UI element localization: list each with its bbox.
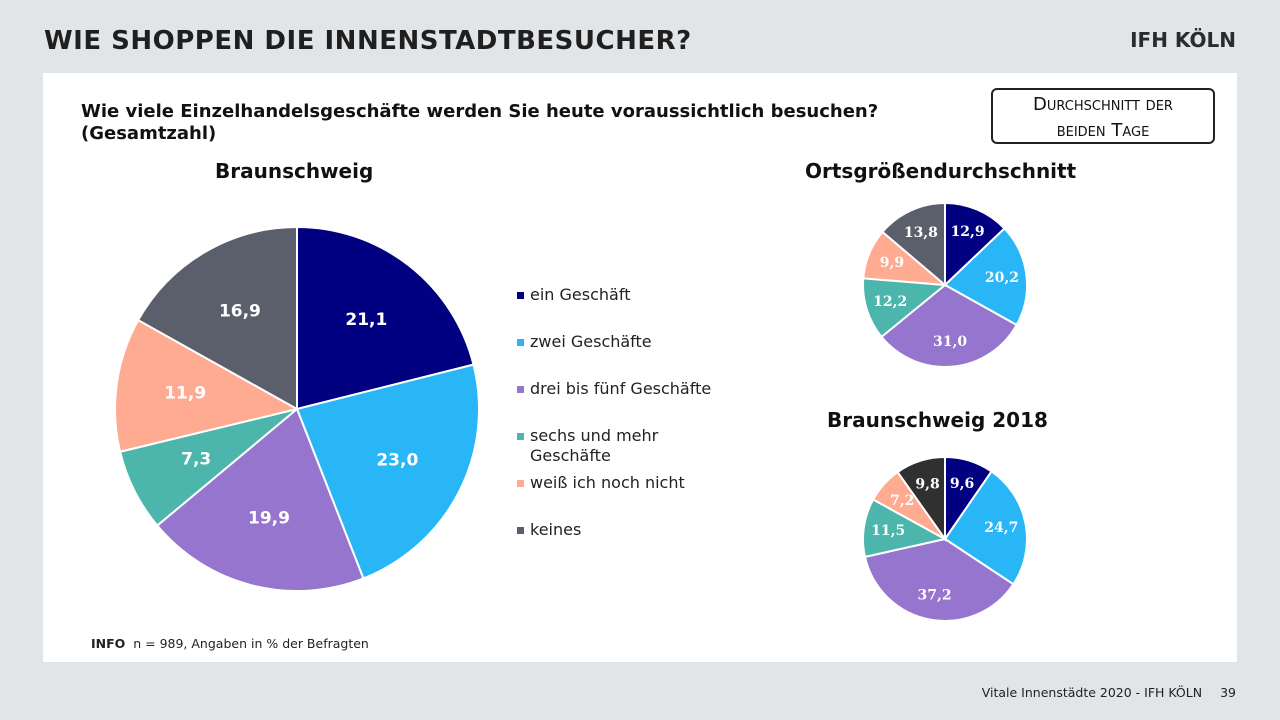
pie-slice-braunschweig — [136, 225, 298, 411]
pie-data-label-ortsgroesse: 20,2 — [985, 270, 1019, 286]
legend-label: drei bis fünf Geschäfte — [530, 379, 712, 398]
legend-label: sechs und mehr Geschäfte — [530, 426, 659, 465]
legend-swatch — [517, 480, 524, 487]
average-box-line1: Durchschnitt der — [1033, 94, 1173, 115]
chart-title-braunschweig-2018: Braunschweig 2018 — [827, 408, 1048, 432]
info-text: n = 989, Angaben in % der Befragten — [133, 636, 369, 651]
pie-slice-braunschweig-2018 — [943, 470, 1028, 586]
pie-data-label-braunschweig: 21,1 — [345, 310, 387, 330]
page-number: 39 — [1220, 685, 1236, 700]
pie-data-label-braunschweig: 23,0 — [376, 451, 418, 471]
pie-data-label-ortsgroesse: 13,8 — [904, 225, 938, 241]
pie-slice-ortsgroesse — [944, 201, 1006, 288]
legend-swatch — [517, 386, 524, 393]
footer-source: Vitale Innenstädte 2020 - IFH KÖLN — [981, 685, 1203, 700]
average-box-line2: beiden Tage — [1056, 120, 1150, 141]
survey-question: Wie viele Einzelhandelsgeschäfte werden … — [81, 101, 879, 144]
info-label: INFO — [91, 636, 126, 651]
slide-title: WIE SHOPPEN DIE INNENSTADTBESUCHER? — [44, 26, 692, 56]
pie-data-label-ortsgroesse: 31,0 — [933, 334, 967, 350]
pie-slice-braunschweig — [155, 407, 365, 592]
chart-title-ortsgroesse: Ortsgrößendurchschnitt — [805, 159, 1077, 183]
info-note: INFO n = 989, Angaben in % der Befragten — [91, 636, 369, 651]
legend-swatch — [517, 433, 524, 440]
pie-data-label-braunschweig-2018: 37,2 — [918, 587, 952, 603]
chart-title-braunschweig: Braunschweig — [215, 159, 374, 183]
pie-slice-braunschweig-2018 — [863, 537, 1015, 622]
pie-data-label-braunschweig-2018: 11,5 — [871, 523, 905, 539]
legend-label: zwei Geschäfte — [530, 332, 652, 351]
pie-data-label-braunschweig-2018: 9,6 — [950, 476, 974, 492]
pie-slice-ortsgroesse — [881, 201, 946, 288]
legend-label: ein Geschäft — [530, 285, 631, 304]
pie-slice-ortsgroesse — [862, 277, 948, 339]
pie-data-label-braunschweig-2018: 9,8 — [915, 476, 939, 492]
pie-slice-braunschweig — [296, 225, 475, 411]
legend-label: weiß ich noch nicht — [530, 473, 685, 492]
pie-data-label-braunschweig: 11,9 — [164, 384, 206, 404]
legend-swatch — [517, 339, 524, 346]
pie-data-label-ortsgroesse: 12,2 — [873, 294, 907, 310]
legend-swatch — [517, 292, 524, 299]
footer: Vitale Innenstädte 2020 - IFH KÖLN 39 — [982, 685, 1236, 700]
pie-data-label-braunschweig: 16,9 — [219, 302, 261, 322]
ifh-logo: IFH KÖLN — [1130, 28, 1236, 52]
pie-slice-braunschweig — [114, 318, 300, 453]
pie-data-label-ortsgroesse: 9,9 — [880, 255, 904, 271]
pie-data-label-braunschweig: 7,3 — [181, 450, 211, 470]
content-panel: Wie viele Einzelhandelsgeschäfte werden … — [43, 73, 1237, 662]
pie-slice-ortsgroesse — [880, 283, 1018, 368]
pie-data-label-ortsgroesse: 12,9 — [951, 224, 985, 240]
pie-charts-canvas: 21,1 23,0 19,9 7,3 11,9 16,9 12,9 20,2 31,0 12,2 9… — [114, 201, 1028, 622]
legend-label: keines — [530, 520, 582, 539]
pie-slice-ortsgroesse — [943, 227, 1028, 327]
pie-data-label-braunschweig: 19,9 — [248, 508, 290, 528]
legend-swatch — [517, 527, 524, 534]
average-box: Durchschnitt der beiden Tage — [991, 88, 1215, 144]
pie-data-label-braunschweig-2018: 7,2 — [890, 493, 914, 509]
pie-slice-braunschweig-2018 — [896, 455, 946, 543]
pie-data-label-braunschweig-2018: 24,7 — [984, 520, 1018, 536]
